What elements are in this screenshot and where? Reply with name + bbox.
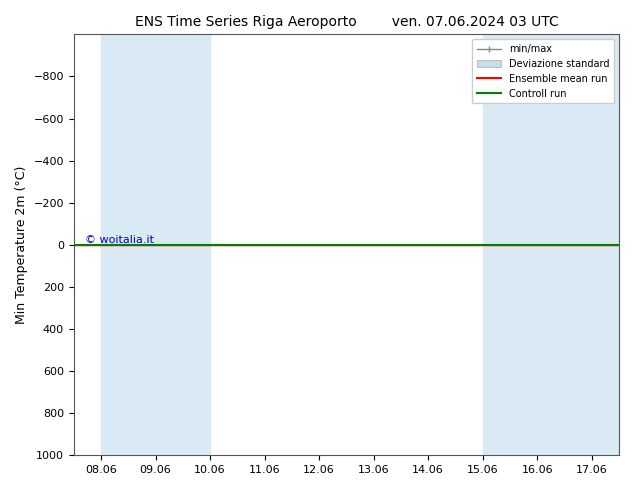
Text: © woitalia.it: © woitalia.it xyxy=(85,235,153,245)
Bar xyxy=(482,34,592,455)
Legend: min/max, Deviazione standard, Ensemble mean run, Controll run: min/max, Deviazione standard, Ensemble m… xyxy=(472,39,614,103)
Bar xyxy=(101,34,210,455)
Y-axis label: Min Temperature 2m (°C): Min Temperature 2m (°C) xyxy=(15,166,28,324)
Bar xyxy=(592,34,634,455)
Title: ENS Time Series Riga Aeroporto        ven. 07.06.2024 03 UTC: ENS Time Series Riga Aeroporto ven. 07.0… xyxy=(134,15,559,29)
